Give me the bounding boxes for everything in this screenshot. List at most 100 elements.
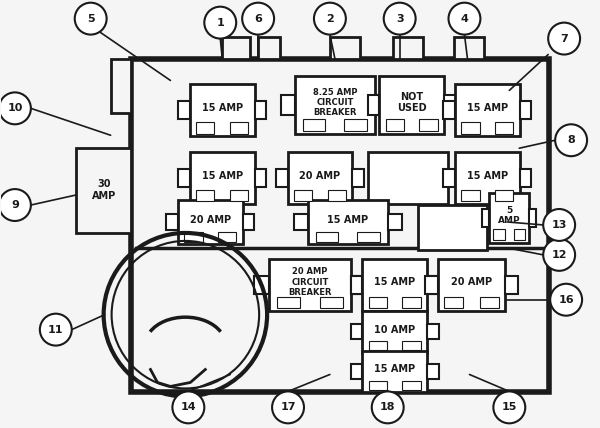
Text: 5: 5	[87, 14, 94, 24]
Bar	[505, 276, 518, 294]
Circle shape	[548, 23, 580, 54]
Bar	[479, 297, 499, 308]
Text: 1: 1	[217, 18, 224, 28]
Text: 16: 16	[559, 295, 574, 305]
Text: 6: 6	[254, 14, 262, 24]
Bar	[455, 152, 520, 204]
Bar	[454, 36, 484, 59]
Bar	[230, 122, 248, 134]
Text: 10: 10	[7, 103, 23, 113]
Circle shape	[40, 314, 72, 345]
Circle shape	[550, 284, 582, 316]
Bar	[362, 311, 427, 353]
Circle shape	[172, 392, 205, 423]
Text: 11: 11	[48, 324, 64, 335]
Text: 5
AMP: 5 AMP	[498, 206, 521, 225]
Bar	[529, 209, 536, 227]
Bar	[427, 324, 439, 339]
Circle shape	[242, 3, 274, 35]
Bar	[455, 84, 520, 136]
Text: 20 AMP: 20 AMP	[299, 170, 340, 181]
Bar	[514, 229, 525, 241]
Text: 7: 7	[560, 33, 568, 44]
Bar	[293, 214, 308, 230]
Bar	[388, 214, 402, 230]
Bar	[368, 95, 379, 116]
Circle shape	[372, 392, 404, 423]
Bar	[427, 276, 439, 294]
Bar	[294, 190, 312, 202]
Bar	[242, 214, 254, 230]
Bar	[110, 59, 131, 113]
Bar	[254, 276, 269, 294]
Text: 30
AMP: 30 AMP	[92, 179, 116, 201]
Bar	[320, 297, 343, 308]
Bar	[369, 341, 387, 351]
Bar	[222, 36, 250, 59]
Bar	[76, 148, 131, 233]
Text: 4: 4	[461, 14, 469, 24]
Text: 10 AMP: 10 AMP	[374, 324, 415, 335]
Bar	[369, 381, 387, 390]
Circle shape	[543, 209, 575, 241]
Circle shape	[272, 392, 304, 423]
Bar	[190, 84, 254, 136]
Bar	[277, 297, 300, 308]
Text: 15 AMP: 15 AMP	[202, 170, 243, 181]
Text: 2: 2	[326, 14, 334, 24]
Text: 12: 12	[551, 250, 567, 260]
Bar	[495, 190, 514, 202]
Bar	[443, 101, 455, 119]
Bar	[316, 232, 338, 242]
Circle shape	[555, 124, 587, 156]
Bar	[443, 169, 455, 187]
Bar	[461, 122, 479, 134]
Bar	[403, 297, 421, 308]
Circle shape	[543, 239, 575, 271]
Text: 9: 9	[11, 200, 19, 210]
Bar	[196, 190, 214, 202]
Text: 14: 14	[181, 402, 196, 412]
Bar	[166, 214, 178, 230]
Bar	[493, 229, 505, 241]
Bar	[281, 95, 295, 116]
Text: 13: 13	[551, 220, 567, 230]
Bar	[196, 122, 214, 134]
Bar	[218, 232, 236, 242]
Bar	[350, 276, 362, 294]
Bar	[369, 297, 387, 308]
Text: 8: 8	[567, 135, 575, 145]
Bar	[350, 364, 362, 379]
Bar	[178, 169, 190, 187]
Bar	[368, 152, 448, 204]
Text: NOT
USED: NOT USED	[397, 92, 427, 113]
Text: 15 AMP: 15 AMP	[202, 103, 243, 113]
Bar	[276, 169, 287, 187]
Bar	[520, 169, 532, 187]
Text: 15 AMP: 15 AMP	[374, 364, 415, 374]
Text: 15: 15	[502, 402, 517, 412]
Bar	[379, 77, 444, 134]
Bar	[178, 199, 242, 244]
Bar	[520, 101, 532, 119]
Bar	[344, 119, 367, 131]
Bar	[131, 59, 549, 392]
Bar	[254, 169, 266, 187]
Bar	[482, 209, 490, 227]
Circle shape	[384, 3, 416, 35]
Bar	[287, 152, 352, 204]
Circle shape	[493, 392, 525, 423]
Bar	[230, 190, 248, 202]
Circle shape	[205, 7, 236, 39]
Circle shape	[75, 3, 107, 35]
Bar	[490, 193, 529, 243]
Bar	[351, 276, 365, 294]
Bar	[269, 259, 351, 311]
Bar	[362, 351, 427, 392]
Bar	[362, 259, 427, 311]
Text: 15 AMP: 15 AMP	[467, 103, 508, 113]
Text: 8.25 AMP
CIRCUIT
BREAKER: 8.25 AMP CIRCUIT BREAKER	[313, 88, 357, 117]
Text: 20 AMP
CIRCUIT
BREAKER: 20 AMP CIRCUIT BREAKER	[288, 267, 332, 297]
Bar	[427, 364, 439, 379]
Text: 17: 17	[280, 402, 296, 412]
